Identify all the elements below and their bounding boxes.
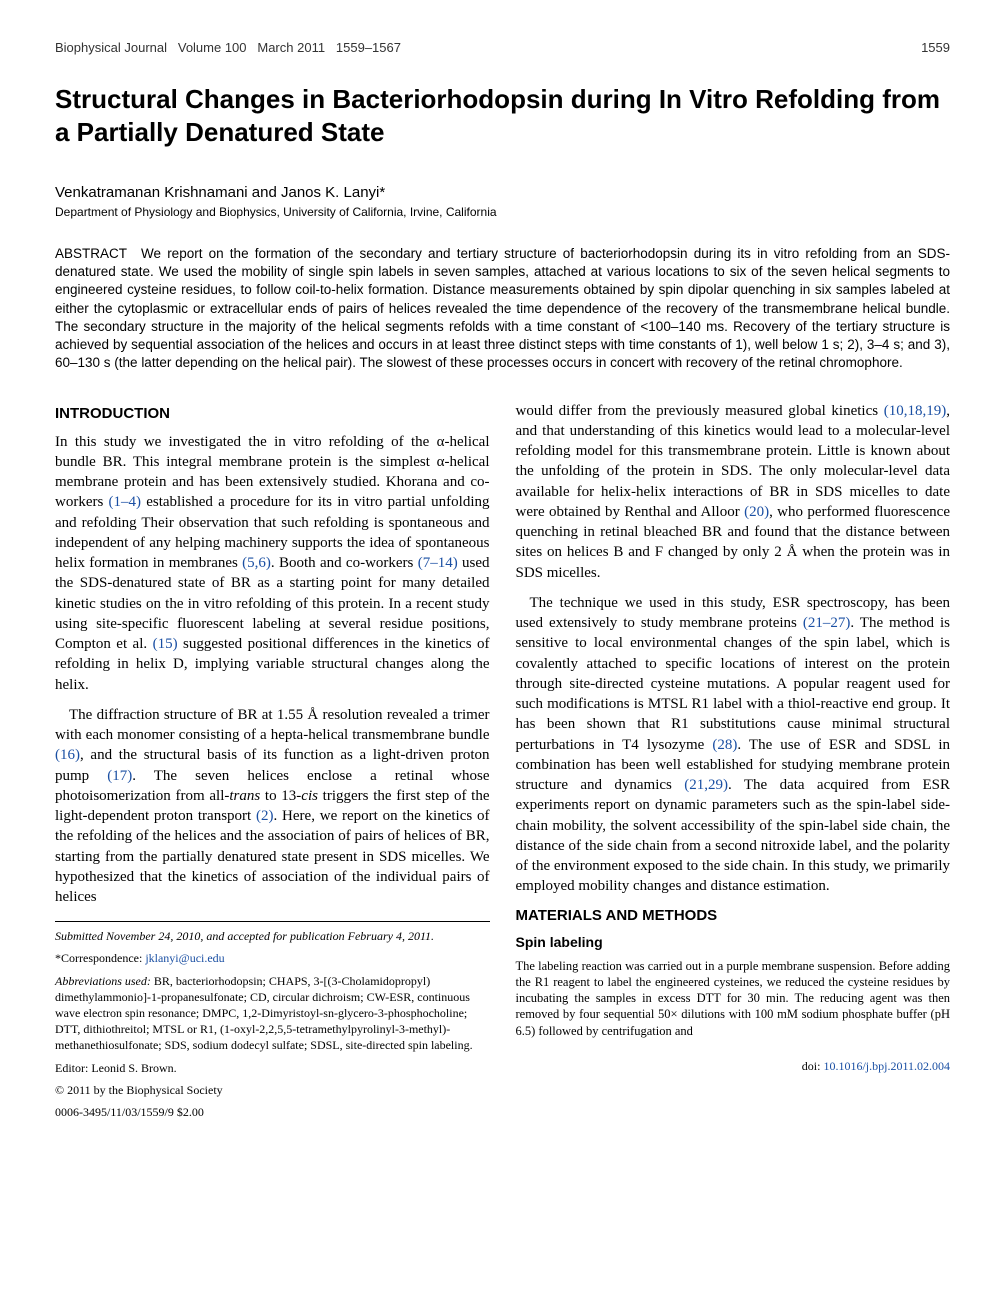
authors: Venkatramanan Krishnamani and Janos K. L… (55, 184, 950, 201)
citation-link[interactable]: (17) (107, 768, 132, 784)
methods-paragraph-1: The labeling reaction was carried out in… (516, 958, 951, 1039)
intro-text: to 13- (260, 788, 301, 804)
doi-label: doi: (802, 1059, 824, 1073)
affiliation: Department of Physiology and Biophysics,… (55, 205, 950, 219)
italic-term: cis (301, 788, 318, 804)
citation-link[interactable]: (5,6) (242, 555, 271, 571)
citation-link[interactable]: (2) (256, 808, 274, 824)
materials-methods-heading: MATERIALS AND METHODS (516, 907, 951, 924)
copyright-line: © 2011 by the Biophysical Society (55, 1082, 490, 1098)
abbreviations-line: Abbreviations used: BR, bacteriorhodopsi… (55, 973, 490, 1054)
journal-date: March 2011 (257, 40, 325, 55)
abstract-text: We report on the formation of the second… (55, 246, 950, 370)
citation-link[interactable]: (21–27) (803, 615, 851, 631)
intro-text: , and that understanding of this kinetic… (516, 403, 951, 520)
intro-paragraph-3: would differ from the previously measure… (516, 401, 951, 583)
introduction-heading: INTRODUCTION (55, 405, 490, 422)
doi-block: doi: 10.1016/j.bpj.2011.02.004 (516, 1059, 951, 1074)
editor-line: Editor: Leonid S. Brown. (55, 1060, 490, 1076)
intro-text: would differ from the previously measure… (516, 403, 884, 419)
footnote-block: Submitted November 24, 2010, and accepte… (55, 921, 490, 1120)
journal-name: Biophysical Journal (55, 40, 167, 55)
running-header: Biophysical Journal Volume 100 March 201… (55, 40, 950, 55)
submitted-line: Submitted November 24, 2010, and accepte… (55, 928, 490, 944)
journal-info: Biophysical Journal Volume 100 March 201… (55, 40, 401, 55)
correspondence-email[interactable]: jklanyi@uci.edu (145, 951, 224, 965)
intro-paragraph-4: The technique we used in this study, ESR… (516, 593, 951, 897)
intro-text: . Booth and co-workers (271, 555, 418, 571)
right-column: would differ from the previously measure… (516, 401, 951, 1127)
issn-line: 0006-3495/11/03/1559/9 $2.00 (55, 1104, 490, 1120)
italic-term: trans (229, 788, 260, 804)
intro-text: . The data acquired from ESR experiments… (516, 777, 951, 894)
left-column: INTRODUCTION In this study we investigat… (55, 401, 490, 1127)
intro-text: The diffraction structure of BR at 1.55 … (55, 707, 490, 743)
page-number: 1559 (921, 40, 950, 55)
spin-labeling-heading: Spin labeling (516, 934, 951, 950)
journal-volume: Volume 100 (178, 40, 247, 55)
citation-link[interactable]: (10,18,19) (884, 403, 947, 419)
citation-link[interactable]: (21,29) (684, 777, 728, 793)
citation-link[interactable]: (15) (153, 636, 178, 652)
correspondence-label: *Correspondence: (55, 951, 145, 965)
article-title: Structural Changes in Bacteriorhodopsin … (55, 83, 950, 148)
correspondence-line: *Correspondence: jklanyi@uci.edu (55, 950, 490, 966)
intro-paragraph-2: The diffraction structure of BR at 1.55 … (55, 705, 490, 908)
abbrev-label: Abbreviations used: (55, 974, 151, 988)
citation-link[interactable]: (1–4) (109, 494, 142, 510)
citation-link[interactable]: (16) (55, 747, 80, 763)
citation-link[interactable]: (28) (712, 737, 737, 753)
citation-link[interactable]: (20) (744, 504, 769, 520)
doi-link[interactable]: 10.1016/j.bpj.2011.02.004 (823, 1059, 950, 1073)
abstract-label: ABSTRACT (55, 246, 127, 261)
abstract-block: ABSTRACTWe report on the formation of th… (55, 245, 950, 373)
citation-link[interactable]: (7–14) (418, 555, 458, 571)
intro-text: . The method is sensitive to local envir… (516, 615, 951, 753)
intro-paragraph-1: In this study we investigated the in vit… (55, 432, 490, 695)
journal-pages: 1559–1567 (336, 40, 401, 55)
body-columns: INTRODUCTION In this study we investigat… (55, 401, 950, 1127)
doi-line: doi: 10.1016/j.bpj.2011.02.004 (802, 1059, 950, 1074)
